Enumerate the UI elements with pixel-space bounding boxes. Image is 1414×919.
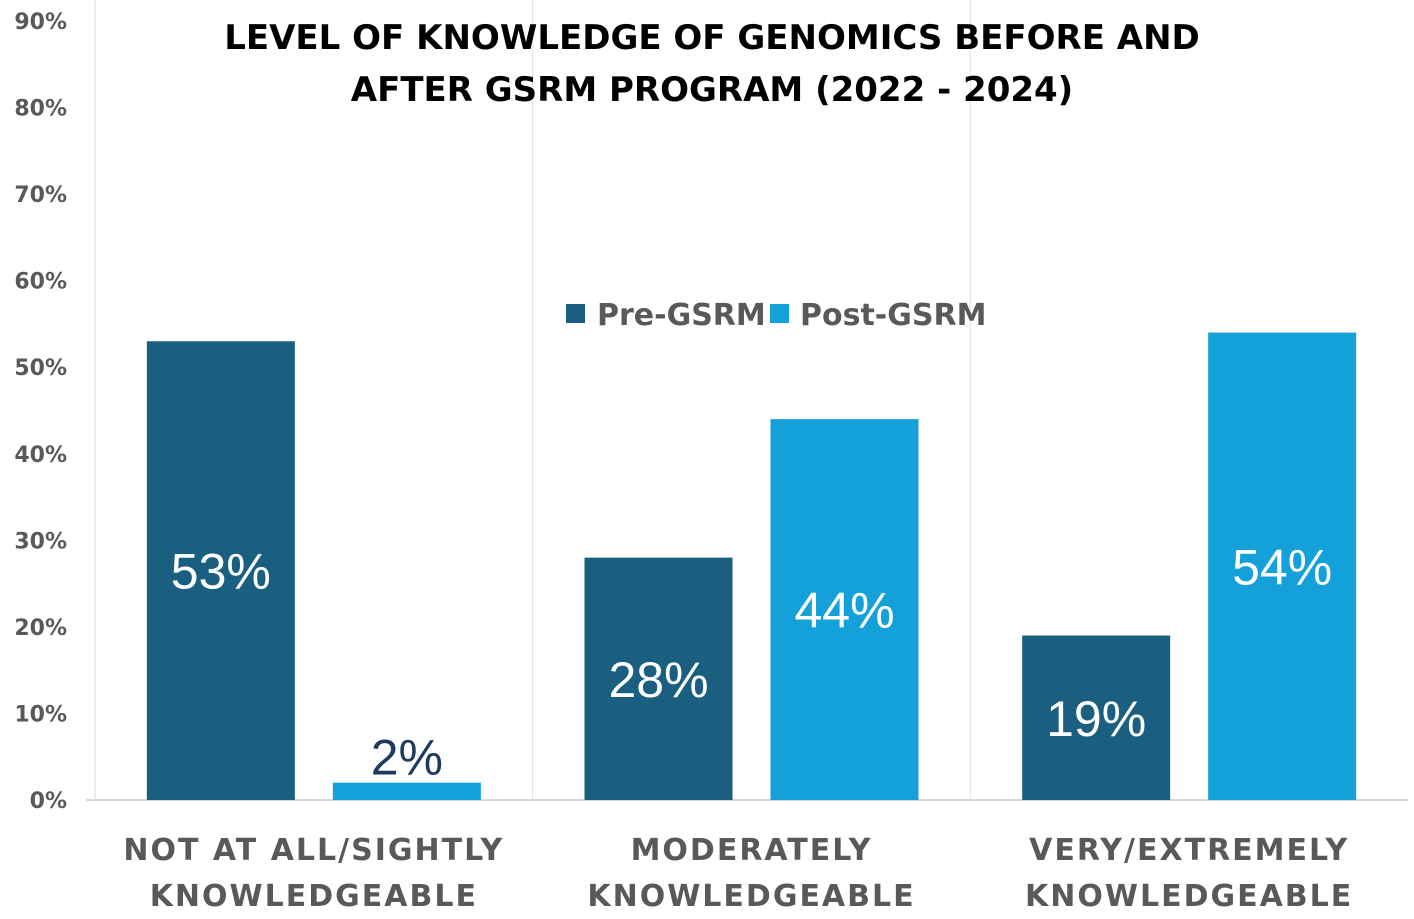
bars-layer xyxy=(146,332,1357,800)
data-label: 2% xyxy=(371,730,443,786)
legend-swatch-pre-gsrm xyxy=(566,304,585,323)
y-tick-label: 0% xyxy=(30,789,67,814)
x-tick-label: MODERATELY xyxy=(631,833,873,868)
chart-title-line-1: LEVEL OF KNOWLEDGE OF GENOMICS BEFORE AN… xyxy=(224,18,1200,58)
bar-labels-layer: 53% 2% 28% 44% 19% 54% xyxy=(171,539,1332,785)
y-tick-label: 70% xyxy=(14,183,67,208)
x-axis: NOT AT ALL/SIGHTLY KNOWLEDGEABLE MODERATEL… xyxy=(123,833,1353,914)
legend-label-pre-gsrm: Pre-GSRM xyxy=(597,298,766,333)
x-tick-label: KNOWLEDGEABLE xyxy=(150,879,478,914)
y-tick-label: 40% xyxy=(14,443,67,468)
data-label: 28% xyxy=(608,652,708,708)
legend-swatch-post-gsrm xyxy=(770,304,789,323)
data-label: 44% xyxy=(794,583,894,639)
y-tick-label: 60% xyxy=(14,270,67,295)
data-label: 19% xyxy=(1046,691,1146,747)
bar-pre-gsrm-1 xyxy=(584,557,733,800)
bar-post-gsrm-1 xyxy=(770,419,919,800)
grid-layer xyxy=(86,0,1408,801)
y-tick-label: 50% xyxy=(14,356,67,381)
bar-post-gsrm-2 xyxy=(1208,332,1357,800)
data-label: 54% xyxy=(1232,539,1332,595)
x-tick-label: NOT AT ALL/SIGHTLY xyxy=(123,833,504,868)
y-axis: 0% 10% 20% 30% 40% 50% 60% 70% 80% 90% xyxy=(14,10,67,814)
bar-pre-gsrm-2 xyxy=(1022,635,1171,800)
legend: Pre-GSRM Post-GSRM xyxy=(566,298,986,333)
y-tick-label: 80% xyxy=(14,97,67,122)
y-tick-label: 10% xyxy=(14,702,67,727)
x-tick-label: KNOWLEDGEABLE xyxy=(1025,879,1353,914)
bar-post-gsrm-0 xyxy=(332,782,481,800)
x-tick-label: KNOWLEDGEABLE xyxy=(587,879,915,914)
x-tick-label: VERY/EXTREMELY xyxy=(1029,833,1349,868)
data-label: 53% xyxy=(171,544,271,600)
y-tick-label: 20% xyxy=(14,616,67,641)
y-tick-label: 90% xyxy=(14,10,67,35)
y-tick-label: 30% xyxy=(14,529,67,554)
bar-pre-gsrm-0 xyxy=(146,341,295,800)
legend-label-post-gsrm: Post-GSRM xyxy=(800,298,986,333)
chart-title-line-2: AFTER GSRM PROGRAM (2022 - 2024) xyxy=(351,70,1073,110)
